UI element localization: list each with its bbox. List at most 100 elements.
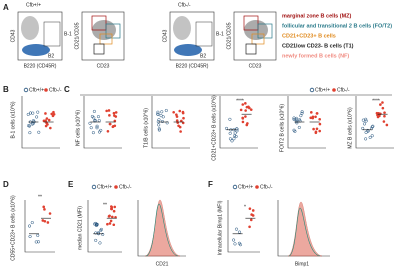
legend-item: Cfb+/+ <box>238 184 253 190</box>
legend-item: newly formed B cells (NF) <box>282 53 349 59</box>
dot-plot-mark <box>295 120 299 124</box>
dot-plot-mark <box>248 225 251 229</box>
dot-plot-mark <box>248 207 252 210</box>
dot-plot-mark <box>233 242 237 246</box>
dot-plot-mark <box>228 117 232 121</box>
significance: ** <box>38 194 42 200</box>
dot-plot-mark <box>219 96 258 149</box>
dot-plot-mark <box>235 127 239 131</box>
axis-label: CD43 <box>162 29 168 42</box>
dot-plot-mark <box>382 120 386 123</box>
dot-plot-mark <box>91 131 95 135</box>
axis-label: B220 (CD45R) <box>176 63 209 69</box>
legend-item: CD21+CD23+ B cells <box>282 33 336 39</box>
legend-item: Cfb-/- <box>337 87 350 93</box>
dot-plot-mark <box>156 112 160 116</box>
dot-plot-mark <box>232 238 236 242</box>
dot-plot-mark <box>164 108 168 113</box>
dot-plot-mark <box>41 219 45 222</box>
dot-plot-mark <box>36 233 40 237</box>
axis-label: Bimp1 <box>295 261 309 267</box>
dot-plot-mark <box>28 111 33 115</box>
dot-plot-mark <box>175 119 179 122</box>
dot-plot-mark <box>112 111 116 115</box>
dot-plot-mark <box>101 232 105 237</box>
dot-plot-mark <box>88 121 92 125</box>
legend-item: Cfb+/+ <box>315 87 330 93</box>
dot-plot-mark <box>109 219 113 223</box>
dot-plot-mark <box>287 96 326 149</box>
dot-plot-mark <box>87 200 122 253</box>
dot-plot-mark <box>97 130 102 134</box>
dot-plot-mark <box>49 126 52 130</box>
dot-plot-mark <box>96 115 100 119</box>
dot-plot-mark <box>113 119 117 123</box>
gate-label: B-1 <box>216 31 224 37</box>
dot-plot-mark <box>241 117 245 120</box>
dot-plot-mark <box>385 123 389 127</box>
dot-plot-mark <box>181 111 185 115</box>
dot-plot-mark <box>292 128 296 132</box>
dot-plot-mark <box>241 103 245 106</box>
dot-plot-mark <box>45 117 49 120</box>
dot-plot-mark <box>381 101 384 104</box>
dot-plot-mark <box>160 110 164 114</box>
axis-label: CD21/CD35 <box>74 22 80 49</box>
axis-label: MZ B cells (x10^6) <box>347 107 353 149</box>
dot-plot-mark <box>108 122 112 126</box>
dot-plot-mark <box>249 218 253 222</box>
dot-plot-mark <box>355 96 394 149</box>
legend-item: Cfb+/+ <box>29 87 44 93</box>
dot-plot-mark <box>309 111 313 114</box>
dot-plot-mark <box>92 109 96 113</box>
dot-plot-mark <box>156 110 160 114</box>
dot-plot-mark <box>366 128 370 132</box>
dot-plot-mark <box>157 127 161 131</box>
dot-plot-mark <box>36 110 40 114</box>
dot-plot-mark <box>318 129 322 133</box>
significance: ** <box>103 202 107 208</box>
dot-plot-mark <box>105 109 108 113</box>
dot-plot-mark <box>27 124 32 128</box>
dot-plot-mark <box>51 114 55 118</box>
dot-plot-mark <box>381 106 385 110</box>
legend-item: marginal zone B cells (MZ) <box>282 13 352 19</box>
dot-plot-mark <box>94 231 98 235</box>
significance: **** <box>372 98 380 104</box>
dot-plot-mark <box>383 114 386 118</box>
legend <box>23 87 48 93</box>
dot-plot-mark <box>246 122 249 125</box>
dot-plot-mark <box>250 213 253 216</box>
dot-plot-mark <box>47 118 51 122</box>
dot-plot-mark <box>182 116 185 120</box>
genotype: Cfb+/+ <box>26 2 41 8</box>
dot-plot-mark <box>97 119 101 123</box>
dot-plot-mark <box>177 124 180 128</box>
dot-plot-mark <box>106 222 109 226</box>
dot-plot-mark <box>113 114 116 117</box>
dot-plot-mark <box>300 111 304 115</box>
dot-plot-mark <box>237 230 242 234</box>
dot-plot-mark <box>95 222 99 227</box>
dot-plot-mark <box>294 118 298 122</box>
dot-plot-mark <box>233 131 237 135</box>
dot-plot-mark <box>37 130 41 134</box>
dot-plot-mark <box>159 114 163 118</box>
dot-plot-mark <box>94 238 98 242</box>
histogram <box>137 199 186 257</box>
dot-plot-mark <box>315 112 319 115</box>
dot-plot-mark <box>228 131 232 135</box>
dot-plot-mark <box>28 234 32 239</box>
axis-label: CD23 <box>97 63 110 69</box>
dot-plot-mark <box>232 137 236 141</box>
dot-plot-mark <box>157 123 161 127</box>
dot-plot-mark <box>361 126 365 130</box>
dot-plot-mark <box>300 110 304 114</box>
dot-plot-mark <box>34 240 38 244</box>
dot-plot-mark <box>244 102 247 105</box>
legend-item: Cfb-/- <box>119 184 132 190</box>
histogram <box>277 200 330 257</box>
dot-plot-mark <box>114 111 118 114</box>
dot-plot-mark <box>370 125 374 129</box>
dot-plot-mark <box>35 115 39 119</box>
